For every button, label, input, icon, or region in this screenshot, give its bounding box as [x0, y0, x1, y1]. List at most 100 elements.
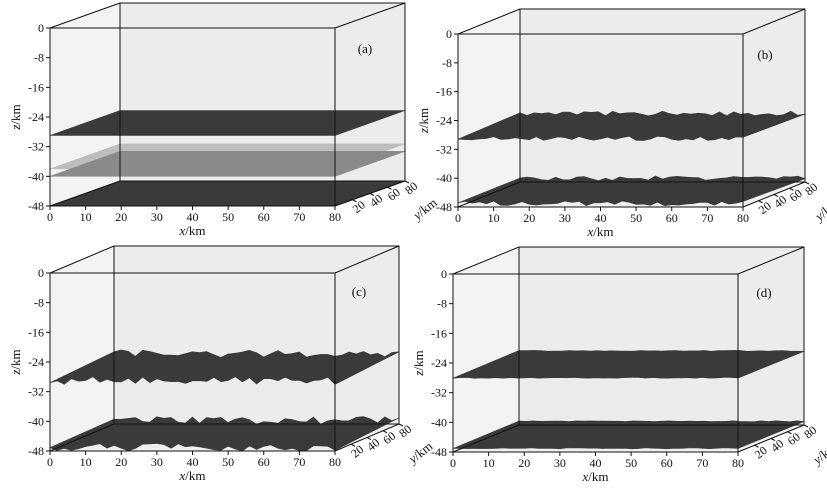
x-tick-label: 0: [455, 211, 461, 225]
z-axis-var: z: [416, 128, 431, 134]
x-axis-unit: /km: [593, 224, 613, 239]
z-tick-label: -40: [28, 414, 44, 428]
y-tick-mark: [352, 199, 357, 203]
box-edge: [49, 423, 115, 452]
z-tick-label: -24: [436, 114, 452, 128]
y-tick-label: 20: [348, 442, 366, 460]
x-tick-label: 80: [737, 211, 749, 225]
y-axis-label: y/km: [811, 196, 827, 225]
box-edge: [457, 181, 521, 208]
y-tick-mark: [382, 430, 388, 434]
y-tick-label: 20: [752, 443, 770, 461]
z-tick-label: -8: [34, 51, 44, 65]
x-tick-label: 50: [630, 211, 642, 225]
z-tick-label: 0: [441, 267, 447, 281]
box-edge: [49, 180, 121, 207]
z-tick-label: -32: [28, 385, 44, 399]
y-tick-mark: [369, 193, 375, 196]
y-tick-label: 40: [768, 436, 786, 454]
x-axis-label: x/km: [581, 469, 608, 484]
y-tick-label: 40: [771, 192, 789, 210]
x-tick-label: 30: [151, 455, 163, 469]
box-edge: [457, 8, 521, 35]
x-tick-label: 40: [187, 455, 199, 469]
y-tick-label: 80: [802, 180, 820, 198]
y-axis-unit: /km: [817, 196, 827, 220]
x-axis-unit: /km: [185, 223, 205, 238]
z-axis-var: z: [8, 370, 23, 376]
box-edge: [742, 8, 806, 35]
x-tick-label: 80: [329, 210, 341, 224]
z-tick-label: -40: [431, 415, 447, 429]
y-tick-label: 60: [380, 429, 398, 447]
y-tick-mark: [387, 186, 392, 190]
panel-label: (d): [756, 285, 771, 300]
x-axis-label: x/km: [586, 224, 613, 239]
x-axis-var: x: [178, 468, 185, 483]
x-tick-label: 10: [80, 210, 92, 224]
back-wall: [519, 8, 806, 183]
side-wall-left: [50, 246, 114, 451]
box-edge: [452, 424, 520, 453]
side-wall-left: [453, 247, 519, 452]
x-tick-label: 70: [293, 210, 305, 224]
z-tick-label: -40: [28, 169, 44, 183]
y-tick-label: 20: [350, 198, 368, 216]
z-tick-label: 0: [446, 27, 452, 41]
y-tick-mark: [366, 437, 372, 440]
panel-label: (c): [352, 284, 366, 299]
x-tick-label: 30: [554, 456, 566, 470]
chart-panel-1: 0-8-16-24-32-40-480 10 20 30 40 50 60 70 8020406…: [416, 8, 827, 239]
x-tick-label: 60: [666, 211, 678, 225]
z-tick-label: -8: [34, 296, 44, 310]
box-edge: [334, 245, 400, 274]
z-tick-label: -24: [28, 110, 44, 124]
z-axis-var: z: [8, 125, 23, 131]
z-tick-label: -32: [436, 142, 452, 156]
z-tick-label: -16: [28, 80, 44, 94]
y-tick-mark: [770, 438, 776, 441]
z-tick-label: -32: [431, 386, 447, 400]
x-tick-label: 60: [258, 210, 270, 224]
y-tick-mark: [804, 181, 810, 185]
x-tick-label: 0: [450, 456, 456, 470]
x-tick-label: 70: [701, 211, 713, 225]
y-tick-label: 80: [801, 423, 819, 441]
z-tick-label: -48: [436, 200, 452, 214]
box-edge: [49, 2, 121, 29]
x-tick-label: 40: [595, 211, 607, 225]
x-tick-label: 0: [47, 210, 53, 224]
y-axis-label: y/km: [809, 439, 827, 468]
x-axis-var: x: [581, 469, 588, 484]
x-tick-label: 40: [590, 456, 602, 470]
y-tick-label: 80: [396, 422, 414, 440]
y-tick-label: 20: [756, 199, 774, 217]
x-tick-label: 70: [696, 456, 708, 470]
z-axis-unit: /km: [411, 350, 426, 370]
x-axis-var: x: [586, 224, 593, 239]
x-tick-label: 40: [187, 210, 199, 224]
z-tick-label: 0: [38, 266, 44, 280]
z-axis-unit: /km: [416, 108, 431, 128]
y-tick-mark: [404, 180, 410, 184]
chart-panel-2: 0-8-16-24-32-40-480 10 20 30 40 50 60 70 8020406…: [8, 245, 435, 483]
z-axis-label: z/km: [416, 108, 431, 134]
x-axis-label: x/km: [178, 468, 205, 483]
z-tick-label: -24: [431, 356, 447, 370]
y-tick-label: 40: [364, 435, 382, 453]
x-tick-label: 20: [115, 455, 127, 469]
y-tick-mark: [758, 200, 763, 204]
box-edge: [49, 245, 115, 274]
x-tick-label: 10: [80, 455, 92, 469]
x-tick-label: 50: [222, 210, 234, 224]
box-edge: [334, 2, 406, 29]
y-tick-mark: [787, 431, 792, 435]
x-tick-label: 20: [518, 456, 530, 470]
z-tick-label: -16: [431, 326, 447, 340]
x-tick-label: 10: [483, 456, 495, 470]
x-tick-label: 20: [115, 210, 127, 224]
x-tick-label: 0: [47, 455, 53, 469]
panel-label: (b): [757, 47, 772, 62]
